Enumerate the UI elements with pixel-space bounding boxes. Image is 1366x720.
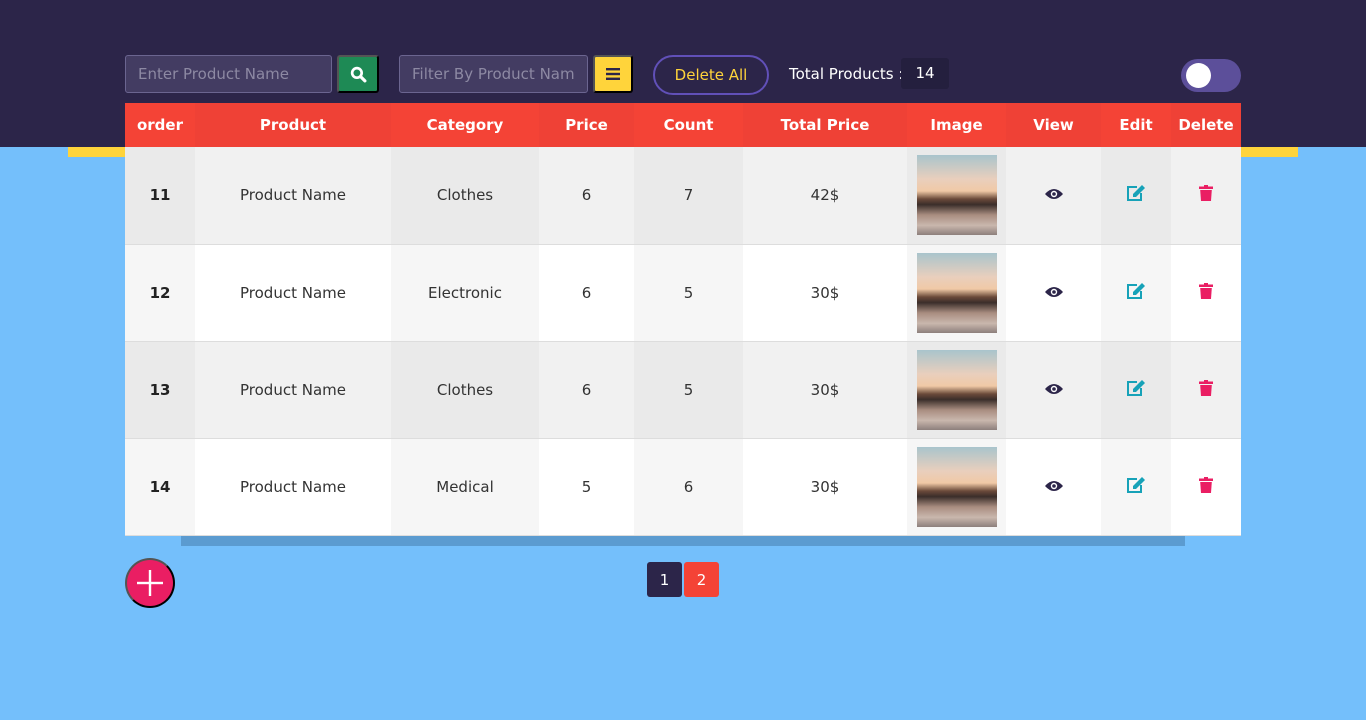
delete-all-button[interactable]: Delete All: [653, 55, 769, 95]
eye-icon: [1044, 286, 1063, 297]
product-cell: Product Name: [195, 147, 391, 245]
view-button[interactable]: [1006, 244, 1101, 342]
delete-button[interactable]: [1171, 438, 1241, 536]
delete-button[interactable]: [1171, 244, 1241, 342]
category-cell: Medical: [391, 438, 539, 536]
search-button[interactable]: [337, 55, 379, 93]
edit-button[interactable]: [1101, 341, 1171, 439]
edit-icon: [1127, 282, 1145, 299]
trash-icon: [1199, 185, 1213, 202]
column-header-total-price: Total Price: [743, 103, 907, 147]
page-2-button[interactable]: 2: [684, 562, 719, 597]
search-input[interactable]: [125, 55, 332, 93]
category-cell: Clothes: [391, 147, 539, 245]
price-cell: 6: [539, 341, 634, 439]
column-header-view: View: [1006, 103, 1101, 147]
product-image: [916, 252, 997, 333]
product-cell: Product Name: [195, 341, 391, 439]
column-header-image: Image: [907, 103, 1006, 147]
count-cell: 6: [634, 438, 743, 536]
column-header-order: order: [125, 103, 195, 147]
image-cell: [907, 244, 1006, 342]
edit-icon: [1127, 185, 1145, 202]
count-cell: 5: [634, 244, 743, 342]
delete-button[interactable]: [1171, 341, 1241, 439]
view-button[interactable]: [1006, 147, 1101, 245]
count-cell: 5: [634, 341, 743, 439]
eye-icon: [1044, 480, 1063, 491]
category-cell: Clothes: [391, 341, 539, 439]
add-product-button[interactable]: [125, 558, 175, 608]
view-button[interactable]: [1006, 341, 1101, 439]
table-row: 12 Product Name Electronic 6 5 30$: [125, 244, 1241, 342]
trash-icon: [1199, 282, 1213, 299]
delete-button[interactable]: [1171, 147, 1241, 245]
eye-icon: [1044, 189, 1063, 200]
column-header-delete: Delete: [1171, 103, 1241, 147]
trash-icon: [1199, 379, 1213, 396]
total-price-cell: 30$: [743, 341, 907, 439]
table-row: 14 Product Name Medical 5 6 30$: [125, 438, 1241, 536]
edit-button[interactable]: [1101, 438, 1171, 536]
table-shadow: [181, 535, 1185, 546]
total-price-cell: 30$: [743, 244, 907, 342]
column-header-edit: Edit: [1101, 103, 1171, 147]
product-image: [916, 446, 997, 527]
column-header-price: Price: [539, 103, 634, 147]
menu-icon: [606, 68, 620, 80]
order-cell: 12: [125, 244, 195, 342]
edit-icon: [1127, 476, 1145, 493]
edit-icon: [1127, 379, 1145, 396]
table-row: 13 Product Name Clothes 6 5 30$: [125, 341, 1241, 439]
order-cell: 11: [125, 147, 195, 245]
order-cell: 14: [125, 438, 195, 536]
filter-menu-button[interactable]: [593, 55, 633, 93]
category-cell: Electronic: [391, 244, 539, 342]
product-image: [916, 349, 997, 430]
image-cell: [907, 438, 1006, 536]
product-image: [916, 155, 997, 236]
filter-input[interactable]: [399, 55, 588, 93]
products-table: order Product Category Price Count Total Pric…: [125, 103, 1241, 536]
column-header-category: Category: [391, 103, 539, 147]
price-cell: 5: [539, 438, 634, 536]
trash-icon: [1199, 476, 1213, 493]
price-cell: 6: [539, 147, 634, 245]
edit-button[interactable]: [1101, 244, 1171, 342]
total-products-count: 14: [901, 58, 949, 89]
total-price-cell: 42$: [743, 147, 907, 245]
price-cell: 6: [539, 244, 634, 342]
plus-icon: [137, 570, 163, 596]
column-header-count: Count: [634, 103, 743, 147]
product-cell: Product Name: [195, 438, 391, 536]
view-button[interactable]: [1006, 438, 1101, 536]
product-cell: Product Name: [195, 244, 391, 342]
edit-button[interactable]: [1101, 147, 1171, 245]
search-icon: [350, 66, 366, 82]
table-row: 11 Product Name Clothes 6 7 42$: [125, 147, 1241, 245]
order-cell: 13: [125, 341, 195, 439]
theme-toggle[interactable]: [1181, 59, 1241, 92]
eye-icon: [1044, 383, 1063, 394]
image-cell: [907, 147, 1006, 245]
page-1-button[interactable]: 1: [647, 562, 682, 597]
total-price-cell: 30$: [743, 438, 907, 536]
count-cell: 7: [634, 147, 743, 245]
image-cell: [907, 341, 1006, 439]
toggle-knob: [1186, 63, 1211, 88]
column-header-product: Product: [195, 103, 391, 147]
total-products-label: Total Products :: [789, 65, 904, 83]
